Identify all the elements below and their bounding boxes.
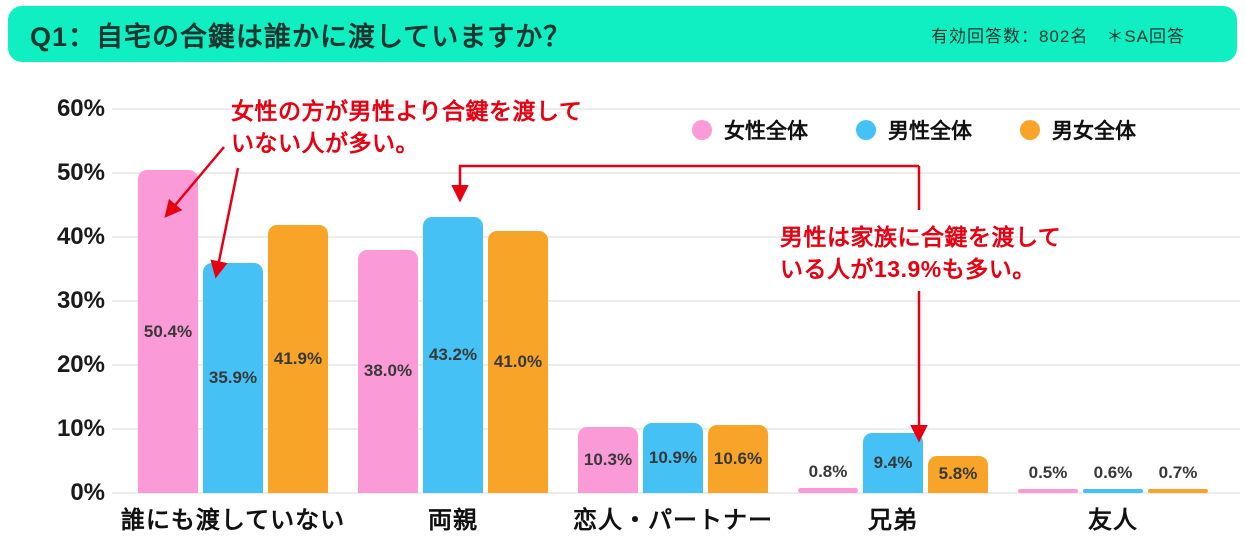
bar-value-label: 10.3%: [583, 450, 633, 470]
bar-value-label: 0.6%: [1093, 463, 1133, 482]
category-label: 恋人・パートナー: [573, 507, 773, 534]
bar: [268, 224, 328, 493]
gridline: [112, 108, 1240, 110]
y-tick-label: 0%: [70, 479, 105, 506]
bar: [138, 170, 198, 493]
annotation-men-family: 男性は家族に合鍵を渡して いる人が13.9%も多い。: [780, 221, 1061, 285]
annotation-line: 男性は家族に合鍵を渡して: [780, 224, 1062, 250]
category-label: 兄弟: [868, 507, 918, 534]
bar: [203, 263, 263, 493]
sample-size-note: 有効回答数：802名 ＊SA回答: [930, 26, 1185, 46]
legend-label: 男性全体: [888, 120, 972, 143]
y-tick-label: 40%: [56, 223, 105, 250]
question-header: Q1：自宅の合鍵は誰かに渡していますか？ 有効回答数：802名 ＊SA回答: [8, 6, 1237, 62]
legend-item: 男性全体: [856, 115, 972, 145]
bar-value-label: 5.8%: [938, 464, 978, 484]
bar: [358, 249, 418, 493]
y-tick-label: 10%: [56, 415, 105, 442]
bar-value-label: 35.9%: [208, 368, 258, 388]
y-tick-label: 30%: [56, 287, 105, 314]
y-tick-label: 50%: [56, 159, 105, 186]
gridline: [112, 300, 1240, 302]
bar-value-label: 10.9%: [648, 448, 698, 468]
category-label: 誰にも渡していない: [120, 507, 346, 534]
bar: [798, 487, 858, 493]
bar: [1083, 489, 1143, 493]
page-title: Q1：自宅の合鍵は誰かに渡していますか？: [30, 21, 572, 52]
gridline: [112, 364, 1240, 366]
annotation-line: いる人が13.9%も多い。: [780, 256, 1036, 282]
y-tick-label: 20%: [56, 351, 105, 378]
gridline: [112, 492, 1240, 494]
legend-dot-icon: [856, 120, 876, 140]
legend-dot-icon: [1020, 120, 1040, 140]
legend-label: 女性全体: [724, 120, 808, 143]
bar: [488, 230, 548, 493]
category-label: 両親: [428, 507, 478, 534]
annotation-women-more: 女性の方が男性より合鍵を渡して いない人が多い。: [231, 95, 582, 159]
bar: [708, 425, 768, 493]
bar-value-label: 41.0%: [493, 351, 543, 371]
legend-label: 男女全体: [1052, 120, 1136, 143]
bar-value-label: 50.4%: [143, 321, 193, 341]
gridline: [112, 172, 1240, 174]
bar-value-label: 0.5%: [1028, 463, 1068, 482]
annotation-line: いない人が多い。: [231, 130, 419, 156]
bar: [423, 216, 483, 493]
bar: [928, 455, 988, 493]
y-tick-label: 60%: [56, 95, 105, 122]
legend-item: 女性全体: [692, 115, 808, 145]
bar-value-label: 38.0%: [363, 361, 413, 381]
bar: [1148, 488, 1208, 493]
bar-value-label: 41.9%: [273, 348, 323, 368]
legend-item: 男女全体: [1020, 115, 1136, 145]
legend-dot-icon: [692, 120, 712, 140]
bar-value-label: 10.6%: [713, 449, 763, 469]
legend: 女性全体 男性全体 男女全体: [692, 115, 1136, 145]
bar-value-label: 9.4%: [873, 452, 913, 472]
bar: [863, 432, 923, 493]
bar: [643, 423, 703, 493]
bar-value-label: 0.7%: [1158, 462, 1198, 482]
bar-value-label: 0.8%: [808, 461, 848, 481]
annotation-line: 女性の方が男性より合鍵を渡して: [231, 98, 583, 124]
bar: [578, 427, 638, 493]
bar-value-label: 43.2%: [428, 344, 478, 364]
bar: [1018, 489, 1078, 493]
category-label: 友人: [1088, 507, 1138, 534]
gridline: [112, 236, 1240, 238]
